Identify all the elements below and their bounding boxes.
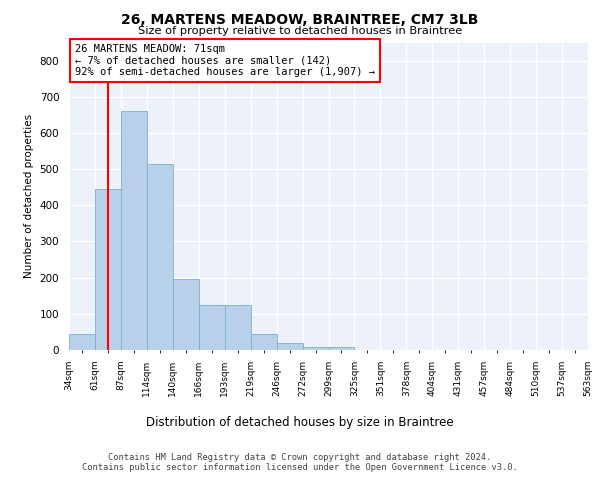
Text: Distribution of detached houses by size in Braintree: Distribution of detached houses by size … — [146, 416, 454, 429]
Text: 26 MARTENS MEADOW: 71sqm
← 7% of detached houses are smaller (142)
92% of semi-d: 26 MARTENS MEADOW: 71sqm ← 7% of detache… — [75, 44, 375, 77]
Text: Size of property relative to detached houses in Braintree: Size of property relative to detached ho… — [138, 26, 462, 36]
Bar — [69, 334, 95, 350]
Y-axis label: Number of detached properties: Number of detached properties — [24, 114, 34, 278]
Bar — [329, 347, 355, 350]
Bar — [225, 305, 251, 350]
Bar — [173, 280, 199, 350]
Bar — [302, 347, 329, 350]
Bar — [251, 334, 277, 350]
Text: 26, MARTENS MEADOW, BRAINTREE, CM7 3LB: 26, MARTENS MEADOW, BRAINTREE, CM7 3LB — [121, 12, 479, 26]
Bar — [277, 343, 302, 350]
Bar — [121, 111, 147, 350]
Bar — [199, 305, 224, 350]
Bar — [147, 164, 173, 350]
Bar — [95, 189, 121, 350]
Text: Contains HM Land Registry data © Crown copyright and database right 2024.
Contai: Contains HM Land Registry data © Crown c… — [82, 453, 518, 472]
